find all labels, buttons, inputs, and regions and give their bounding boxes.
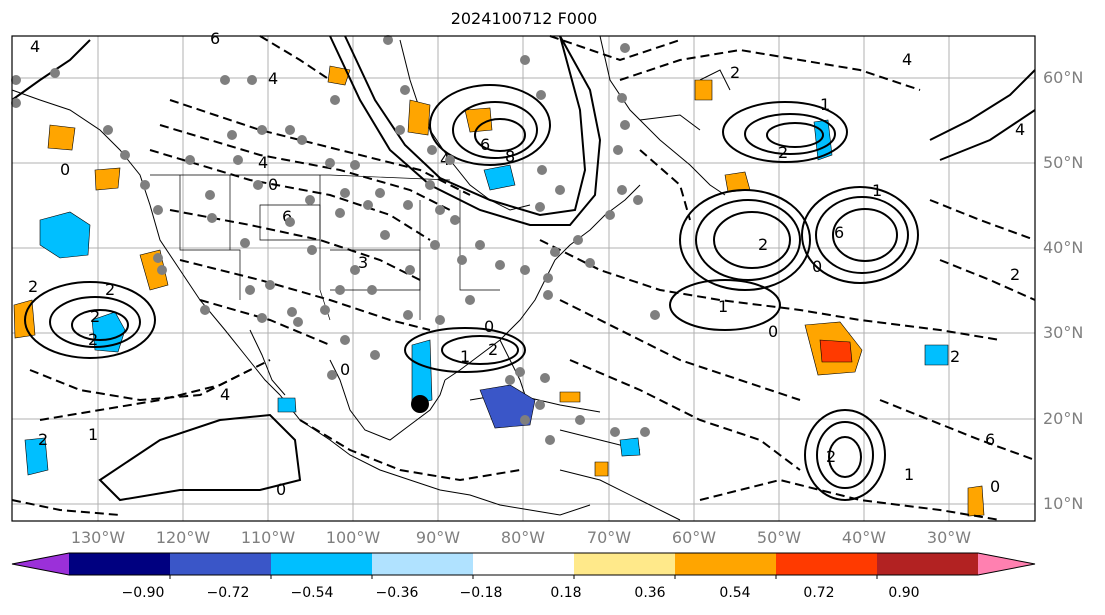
- colorbar: [11, 552, 1036, 579]
- lon-label: 120°W: [155, 528, 211, 547]
- contour-label: 0: [990, 477, 1000, 496]
- colorbar-outline: [11, 552, 1036, 576]
- contour-label: 1: [88, 425, 98, 444]
- lat-label: 20°N: [1043, 409, 1084, 428]
- map-frame: [11, 35, 1036, 522]
- observation-dots: [11, 35, 660, 445]
- contour-label: 2: [105, 280, 115, 299]
- lon-label: 90°W: [415, 528, 461, 547]
- colorbar-tick-label: 0.90: [888, 585, 920, 601]
- contour-label: 8: [505, 147, 515, 166]
- colorbar-tick-label: 0.54: [719, 585, 751, 601]
- contour-label: 4: [30, 37, 40, 56]
- contour-label: 0: [484, 317, 494, 336]
- contour-label: 6: [282, 207, 292, 226]
- contour-label: 2: [38, 430, 48, 449]
- colorbar-tick-label: −0.36: [375, 585, 419, 601]
- contour-label: 3: [358, 253, 368, 272]
- contour-label: 6: [834, 223, 844, 242]
- contour-label: 2: [950, 347, 960, 366]
- contour-label: 2: [730, 63, 740, 82]
- contour-label: 1: [718, 297, 728, 316]
- map-title: 2024100712 F000: [450, 9, 598, 28]
- contour-label: 2: [758, 235, 768, 254]
- contour-label: 4: [220, 385, 230, 404]
- contour-label: 0: [60, 160, 70, 179]
- contour-label: 6: [985, 430, 995, 449]
- colorbar-tick-label: 0.72: [803, 585, 835, 601]
- contour-label: 2: [778, 143, 788, 162]
- colorbar-segment: [170, 553, 272, 575]
- contour-label: 1: [820, 95, 830, 114]
- contour-label: 4: [268, 69, 278, 88]
- contour-label: 2: [826, 447, 836, 466]
- lon-label: 100°W: [325, 528, 381, 547]
- lon-label: 30°W: [926, 528, 972, 547]
- contour-label: 4: [1015, 120, 1025, 139]
- contour-label: 1: [872, 181, 882, 200]
- contour-label: 0: [340, 360, 350, 379]
- colorbar-segment: [271, 553, 373, 575]
- storm-center-marker: [411, 395, 429, 413]
- contour-label: 0: [768, 322, 778, 341]
- contour-label: 0: [268, 175, 278, 194]
- colorbar-segment: [675, 553, 777, 575]
- lon-label: 110°W: [240, 528, 296, 547]
- colorbar-segment: [776, 553, 878, 575]
- graticule: [12, 36, 1035, 521]
- dashed-contours: [11, 35, 1036, 521]
- contour-label: 2: [88, 330, 98, 349]
- contour-labels: 4 6 4 0 4 2 2 4 6 8 0 2 4 4 6 1 2 1 2 0 …: [28, 29, 1025, 499]
- colorbar-segment: [574, 553, 676, 575]
- lat-label: 40°N: [1043, 238, 1084, 257]
- colorbar-extension-min: [12, 553, 69, 575]
- colorbar-tick-label: −0.72: [206, 585, 250, 601]
- contour-label: 4: [258, 153, 268, 172]
- lon-label: 60°W: [671, 528, 717, 547]
- lon-label: 70°W: [586, 528, 632, 547]
- contour-label: 0: [812, 257, 822, 276]
- colorbar-segment: [473, 553, 575, 575]
- colorbar-tick-label: −0.54: [290, 585, 334, 601]
- lat-label: 10°N: [1043, 494, 1084, 513]
- colorbar-tick-label: 0.36: [634, 585, 666, 601]
- contour-label: 4: [902, 50, 912, 69]
- lon-label: 50°W: [756, 528, 802, 547]
- colorbar-segment: [877, 553, 979, 575]
- lon-label: 80°W: [500, 528, 546, 547]
- contour-label: 2: [28, 277, 38, 296]
- contour-label: 2: [90, 307, 100, 326]
- solid-contours: [11, 35, 1036, 502]
- contour-label: 0: [276, 480, 286, 499]
- contour-label: 2: [1010, 265, 1020, 284]
- contour-label: 1: [460, 347, 470, 366]
- lat-label: 30°N: [1043, 323, 1084, 342]
- lat-label: 60°N: [1043, 68, 1084, 87]
- colorbar-tick-label: 0.18: [550, 585, 582, 601]
- contour-label: 6: [480, 135, 490, 154]
- lon-label: 40°W: [841, 528, 887, 547]
- lon-label: 130°W: [70, 528, 126, 547]
- contour-label: 2: [488, 340, 498, 359]
- colorbar-extension-max: [978, 553, 1035, 575]
- colorbar-segment: [372, 553, 474, 575]
- contour-label: 6: [210, 29, 220, 48]
- lat-label: 50°N: [1043, 153, 1084, 172]
- colorbar-segment: [69, 553, 171, 575]
- colorbar-tick-label: −0.90: [121, 585, 165, 601]
- contour-label: 1: [904, 465, 914, 484]
- colorbar-tick-label: −0.18: [459, 585, 503, 601]
